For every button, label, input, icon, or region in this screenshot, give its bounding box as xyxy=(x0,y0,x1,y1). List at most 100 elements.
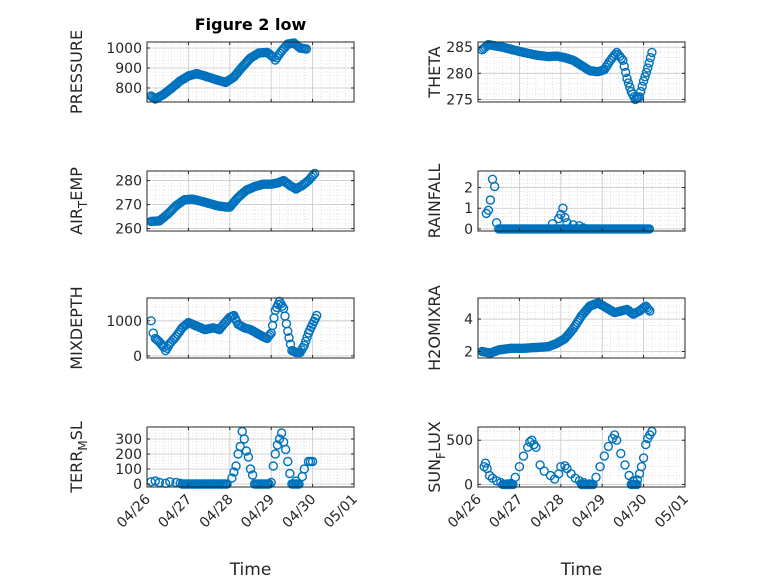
data-point xyxy=(636,86,646,97)
y-axis-label-6: H2OMIXRA xyxy=(425,285,444,371)
data-point xyxy=(638,76,649,86)
axes-box xyxy=(146,170,355,232)
data-point xyxy=(599,64,609,75)
data-point xyxy=(616,448,626,459)
subplot-5: 0 1000 MIXDEPTH xyxy=(67,286,355,370)
y-tick-label: 800 xyxy=(115,81,142,97)
axes-box xyxy=(146,426,355,488)
data-point xyxy=(556,462,566,472)
data-point xyxy=(239,434,250,444)
y-tick-label: 900 xyxy=(115,61,142,77)
y-tick-label: 260 xyxy=(115,222,142,238)
data-point xyxy=(241,446,252,456)
data-point xyxy=(276,428,287,438)
data-point xyxy=(302,177,312,187)
y-axis-label-5: MIXDEPTH xyxy=(67,286,86,369)
data-point xyxy=(609,430,620,440)
data-point xyxy=(641,67,652,78)
y-tick-label: 1000 xyxy=(106,41,142,57)
data-point xyxy=(599,451,609,461)
data-point xyxy=(638,453,649,463)
data-point xyxy=(641,439,651,450)
y-tick-label: 285 xyxy=(446,40,473,56)
y-tick-label: 300 xyxy=(115,432,142,448)
data-point xyxy=(283,326,293,336)
data-point xyxy=(265,330,275,340)
data-point xyxy=(243,452,254,462)
data-point xyxy=(601,62,611,73)
y-axis-label-3: AIRTEMP xyxy=(67,167,90,235)
y-axis-label-8: SUNFLUX xyxy=(425,421,448,493)
y-tick-label: 2 xyxy=(464,181,473,197)
data-point xyxy=(588,479,598,490)
data-point xyxy=(637,81,647,92)
data-point xyxy=(312,310,322,321)
data-point xyxy=(644,58,654,68)
data-point xyxy=(645,306,655,316)
data-point xyxy=(245,464,256,474)
data-point xyxy=(231,461,241,471)
y-tick-label: 275 xyxy=(446,92,473,108)
data-point xyxy=(620,460,630,470)
data-point xyxy=(527,435,537,445)
data-point xyxy=(310,168,320,179)
data-point xyxy=(285,468,295,479)
data-point xyxy=(518,451,529,461)
y-axis-label-7: TERRMSL xyxy=(67,421,90,494)
data-point xyxy=(595,462,605,472)
data-point xyxy=(560,212,570,223)
y-tick-label: 100 xyxy=(115,462,142,478)
data-point xyxy=(634,92,645,102)
data-point xyxy=(539,466,549,476)
axes-box xyxy=(477,297,686,359)
data-point xyxy=(636,462,647,472)
data-point xyxy=(162,343,172,353)
y-tick-label: 0 xyxy=(133,349,142,365)
y-tick-label: 280 xyxy=(115,174,142,190)
data-point xyxy=(484,470,495,481)
data-point xyxy=(227,473,237,483)
subplot-3: 260 270 280 AIRTEMP xyxy=(67,167,355,238)
data-point xyxy=(619,61,629,72)
data-point xyxy=(529,439,539,450)
axes-box xyxy=(477,426,686,488)
y-tick-label: 1000 xyxy=(106,314,142,330)
axes-box xyxy=(146,41,355,103)
data-point xyxy=(508,479,518,490)
data-point xyxy=(264,479,274,489)
y-axis-label-2: THETA xyxy=(425,46,444,98)
data-point xyxy=(277,301,287,311)
x-axis-label: Time xyxy=(560,560,603,580)
data-point xyxy=(640,72,650,82)
data-point xyxy=(294,479,304,489)
y-tick-label: 280 xyxy=(446,66,473,82)
data-point xyxy=(643,304,654,315)
data-point xyxy=(514,462,525,472)
data-point xyxy=(222,479,232,489)
data-point xyxy=(560,461,570,471)
y-tick-label: 4 xyxy=(464,312,473,328)
data-point xyxy=(645,53,656,63)
data-point xyxy=(483,205,494,216)
y-tick-label: 270 xyxy=(115,198,142,214)
data-point xyxy=(480,458,491,468)
data-point xyxy=(268,461,278,471)
data-point xyxy=(299,464,309,474)
chart-title: Figure 2 low xyxy=(195,15,307,34)
y-tick-label: 1 xyxy=(464,201,473,217)
data-point xyxy=(616,53,626,63)
y-tick-label: 2 xyxy=(464,345,473,361)
data-point xyxy=(270,449,280,459)
data-point xyxy=(229,467,239,477)
data-point xyxy=(235,441,245,452)
data-point xyxy=(623,78,634,88)
data-point xyxy=(643,63,653,73)
data-point xyxy=(603,441,614,452)
data-point xyxy=(281,444,291,455)
y-axis-label-1: PRESSURE xyxy=(67,30,86,114)
data-point xyxy=(160,345,171,356)
data-point xyxy=(602,60,613,70)
subplot-6: 2 4 H2OMIXRA xyxy=(425,285,686,371)
